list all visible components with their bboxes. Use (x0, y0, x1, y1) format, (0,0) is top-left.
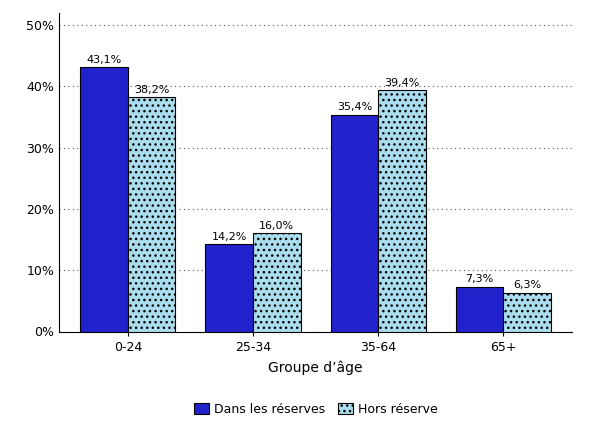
Text: 6,3%: 6,3% (513, 280, 541, 290)
Bar (330, 114, 378, 332)
Text: 16,0%: 16,0% (259, 221, 294, 231)
Bar (456, 287, 503, 332)
Bar (378, 90, 426, 332)
Bar (205, 244, 253, 332)
Text: 43,1%: 43,1% (87, 55, 122, 65)
X-axis label: Groupe d’âge: Groupe d’âge (268, 360, 363, 375)
Bar (128, 97, 175, 332)
Bar (80, 67, 128, 332)
Legend: Dans les réserves, Hors réserve: Dans les réserves, Hors réserve (189, 398, 442, 421)
Text: 14,2%: 14,2% (212, 232, 247, 242)
Text: 39,4%: 39,4% (384, 77, 419, 88)
Text: 35,4%: 35,4% (337, 102, 372, 112)
Bar (503, 293, 551, 332)
Text: 7,3%: 7,3% (466, 274, 494, 284)
Bar (253, 233, 301, 332)
Text: 38,2%: 38,2% (134, 85, 169, 95)
